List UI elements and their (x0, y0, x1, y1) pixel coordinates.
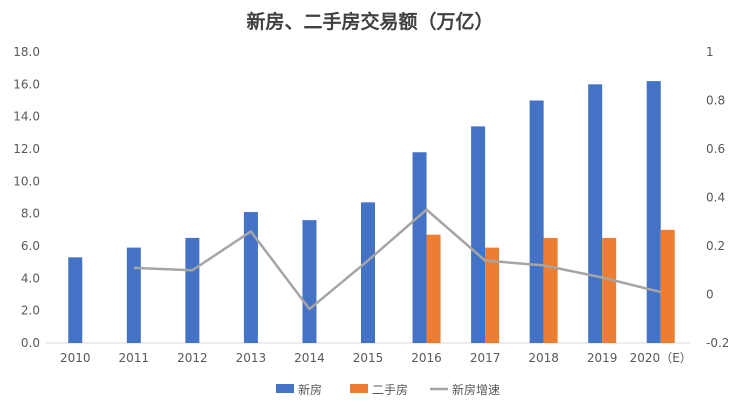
x-axis-tick-label: 2014 (294, 351, 325, 365)
right-axis-tick-label: 0.6 (706, 142, 725, 156)
right-axis-tick-label: 0.2 (706, 239, 725, 253)
right-axis-ticks: -0.2 0 0.2 0.4 0.6 0.8 1 (706, 45, 729, 350)
left-axis-tick-label: 12.0 (13, 142, 40, 156)
bar-new-home (302, 220, 317, 343)
left-axis-tick-label: 6.0 (21, 239, 40, 253)
x-axis-tick-label: 2011 (119, 351, 150, 365)
bar-resale-home (602, 237, 617, 343)
chart-title: 新房、二手房交易额（万亿） (246, 10, 493, 33)
right-axis-tick-label: 0.8 (706, 94, 725, 108)
bar-new-home (361, 202, 375, 343)
legend-new-home-label: 新房 (298, 382, 322, 397)
left-axis-tick-label: 16.0 (13, 77, 40, 91)
x-axis-tick-label: 2012 (177, 351, 208, 365)
bar-new-home (243, 212, 258, 343)
left-axis-tick-label: 14.0 (13, 110, 40, 124)
x-axis-tick-label: 2015 (353, 351, 384, 365)
x-axis-tick-label: 2019 (587, 351, 618, 365)
bar-resale-home (660, 229, 675, 343)
growth-line-path (133, 208, 662, 311)
left-axis-ticks: 0.0 2.0 4.0 6.0 8.0 10.0 12.0 14.0 16.0 18.0 (13, 45, 40, 350)
legend-new-home-swatch (276, 384, 294, 393)
right-axis-tick-label: 0.4 (706, 191, 725, 205)
legend-resale-home-swatch (350, 384, 368, 393)
left-axis-tick-label: 10.0 (13, 174, 40, 188)
right-axis-tick-label: 0 (706, 288, 714, 302)
x-axis-tick-label: 2020（E） (630, 351, 692, 365)
x-axis-tick-label: 2016 (411, 351, 442, 365)
left-axis-tick-label: 2.0 (21, 304, 40, 318)
growth-line (133, 208, 662, 311)
left-axis-tick-label: 18.0 (13, 45, 40, 59)
left-axis-tick-label: 8.0 (21, 207, 40, 221)
bar-new-home (471, 126, 486, 343)
legend-resale-home-label: 二手房 (372, 382, 408, 397)
right-axis-tick-label: -0.2 (706, 336, 729, 350)
bars (68, 81, 675, 343)
left-axis-tick-label: 0.0 (21, 336, 40, 350)
bar-resale-home (485, 247, 500, 343)
legend: 新房 二手房 新房增速 (276, 382, 500, 397)
bar-new-home (529, 100, 544, 343)
legend-growth-label: 新房增速 (452, 382, 500, 397)
x-axis-tick-label: 2017 (470, 351, 501, 365)
bar-new-home (68, 257, 83, 343)
left-axis-tick-label: 4.0 (21, 271, 40, 285)
x-axis-ticks: 2010 2011 2012 2013 2014 2015 2016 2017 2018 2019… (60, 351, 692, 365)
bar-resale-home (426, 234, 441, 343)
x-axis-tick-label: 2013 (236, 351, 267, 365)
bar-new-home (646, 81, 661, 343)
x-axis-tick-label: 2010 (60, 351, 91, 365)
bar-new-home (412, 152, 427, 343)
bar-new-home (185, 237, 200, 343)
bar-new-home (126, 247, 141, 343)
x-axis-tick-label: 2018 (528, 351, 559, 365)
bar-new-home (588, 84, 603, 343)
right-axis-tick-label: 1 (706, 45, 714, 59)
bar-resale-home (543, 237, 558, 343)
